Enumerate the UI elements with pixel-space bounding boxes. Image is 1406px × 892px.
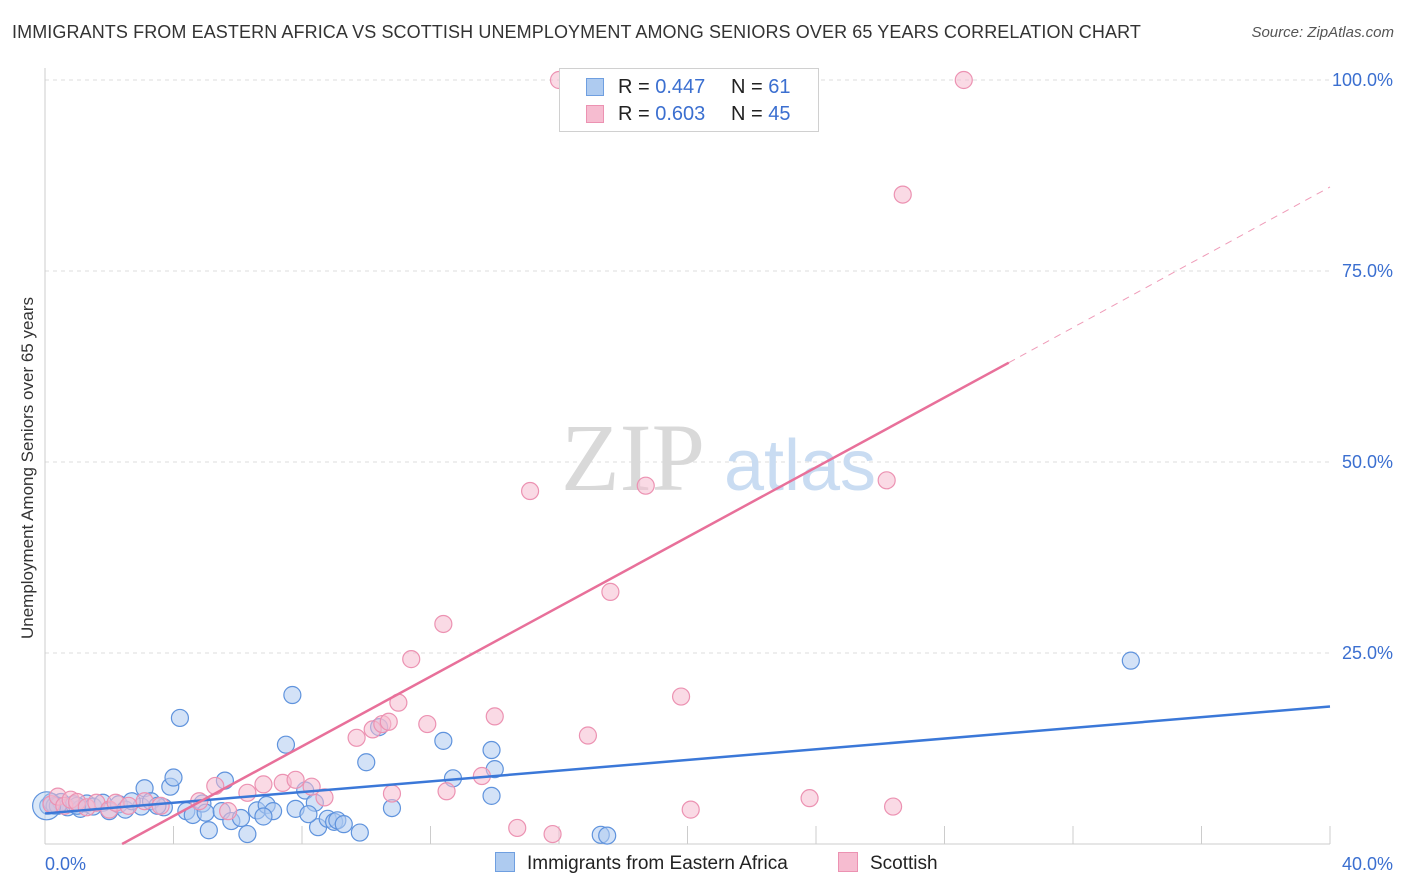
point-scottish-45 (954, 70, 973, 90)
point-scottish-28 (418, 714, 437, 734)
point-scottish-18 (286, 770, 305, 789)
point-scottish-33 (508, 818, 527, 838)
y-tick-label-75: 75.0% (1342, 261, 1393, 281)
point-scottish-10 (135, 792, 154, 811)
point-scottish-40 (681, 800, 700, 819)
point-scottish-32 (485, 707, 504, 726)
point-scottish-36 (578, 726, 598, 745)
point-scottish-11 (151, 796, 170, 815)
point-scottish-15 (238, 783, 257, 802)
legend-swatch-blue (586, 78, 604, 96)
point-scottish-39 (671, 687, 691, 706)
legend-r-blue: R = 0.447 (618, 76, 706, 98)
trend-lines (44, 186, 1331, 846)
point-scottish-37 (601, 582, 620, 601)
watermark-zip: ZIP (561, 404, 705, 511)
point-eastern-africa-34 (283, 685, 302, 705)
point-scottish-30 (437, 782, 456, 801)
point-eastern-africa-59 (299, 805, 318, 824)
point-scottish-21 (347, 728, 366, 747)
gridlines (45, 79, 1330, 654)
trend-line-eastern-africa (44, 705, 1331, 815)
point-scottish-38 (636, 476, 655, 495)
point-eastern-africa-49 (482, 786, 501, 805)
tick-labels: 25.0% 50.0% 75.0% 100.0% 0.0% 40.0% (45, 70, 1393, 874)
bottom-legend-swatch-blue (495, 852, 515, 872)
trend-line-scottish-extension (1008, 186, 1331, 364)
point-scottish-27 (402, 650, 421, 669)
bottom-legend-swatch-pink (838, 852, 858, 872)
point-scottish-41 (800, 789, 819, 808)
point-scottish-14 (219, 802, 238, 821)
chart-title: IMMIGRANTS FROM EASTERN AFRICA VS SCOTTI… (12, 22, 1141, 42)
legend-r-pink: R = 0.603 (618, 103, 706, 125)
point-scottish-34 (520, 481, 540, 501)
point-eastern-africa-19 (170, 708, 190, 728)
watermark-atlas: atlas (724, 426, 876, 506)
point-scottish-20 (315, 788, 334, 807)
y-tick-label-50: 50.0% (1342, 452, 1393, 472)
correlation-legend: R = 0.447 N = 61 R = 0.603 N = 45 (559, 68, 819, 132)
x-tick-label-max: 40.0% (1342, 854, 1393, 874)
source-label: Source: ZipAtlas.com (1251, 24, 1394, 41)
legend-n-blue: N = 61 (731, 76, 791, 98)
point-eastern-africa-29 (238, 824, 257, 844)
point-eastern-africa-58 (254, 807, 273, 826)
point-scottish-44 (893, 185, 912, 204)
point-scottish-35 (543, 824, 562, 844)
series-eastern-africa (32, 651, 1140, 845)
point-eastern-africa-54 (1121, 651, 1140, 670)
point-eastern-africa-42 (334, 815, 353, 834)
trend-line-scottish (121, 361, 1010, 846)
point-eastern-africa-44 (357, 753, 376, 772)
series-scottish (42, 70, 973, 844)
point-scottish-25 (382, 784, 402, 803)
point-scottish-43 (883, 797, 903, 816)
bottom-legend-eastern-africa: Immigrants from Eastern Africa (495, 852, 788, 875)
point-eastern-africa-50 (482, 740, 501, 760)
point-eastern-africa-18 (164, 768, 183, 787)
point-eastern-africa-43 (350, 823, 369, 842)
legend-swatch-pink (586, 105, 604, 123)
y-tick-label-100: 100.0% (1332, 70, 1393, 90)
legend-n-pink: N = 45 (731, 103, 791, 125)
point-eastern-africa-47 (434, 731, 453, 750)
x-tick-label-min: 0.0% (45, 854, 86, 874)
y-tick-label-25: 25.0% (1342, 643, 1393, 663)
watermark: ZIP atlas (561, 404, 876, 511)
point-eastern-africa-53 (598, 826, 617, 845)
point-eastern-africa-33 (276, 735, 296, 754)
bottom-legend-label-pink: Scottish (870, 853, 938, 874)
point-scottish-29 (434, 614, 453, 634)
point-scottish-24 (379, 712, 398, 731)
point-scottish-16 (254, 775, 273, 794)
point-scottish-42 (877, 471, 896, 490)
point-eastern-africa-24 (199, 821, 218, 840)
bottom-legend-scottish: Scottish (838, 852, 938, 875)
bottom-legend-label-blue: Immigrants from Eastern Africa (527, 853, 788, 874)
point-scottish-13 (206, 776, 225, 796)
